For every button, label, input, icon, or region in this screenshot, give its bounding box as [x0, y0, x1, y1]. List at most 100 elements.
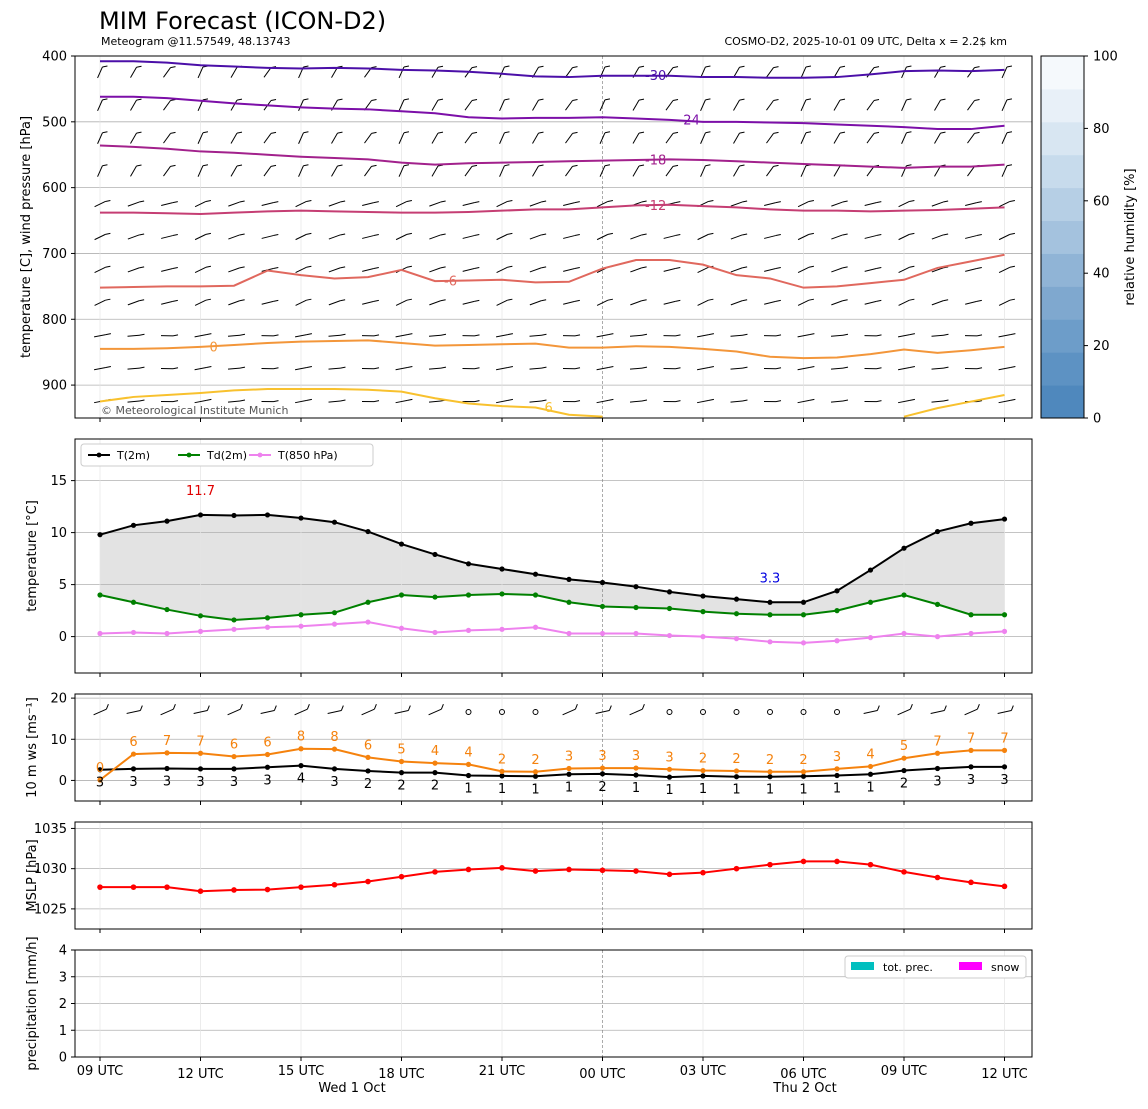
wind-barb-flag: [273, 235, 278, 236]
wind-barb-staff: [630, 368, 642, 369]
wind-barb-flag: [642, 704, 644, 709]
wind-barb-flag: [306, 233, 311, 234]
series-point: [499, 566, 504, 571]
wind-barb-flag: [474, 300, 479, 301]
wind-barb-flag: [608, 233, 613, 234]
series-point: [600, 604, 605, 609]
gust-label: 5: [397, 742, 405, 757]
wind-barb-staff: [931, 711, 945, 714]
wind-barb-staff: [231, 133, 237, 143]
wind-barb-flag: [137, 132, 142, 133]
series-point: [801, 774, 806, 779]
wind-ylabel: 10 m ws [ms⁻¹]: [25, 697, 40, 798]
wind-barb-staff: [530, 401, 542, 402]
temp-legend: T(2m)Td(2m)T(850 hPa): [81, 444, 373, 466]
gust-label: 7: [933, 734, 941, 749]
wind-barb-staff: [731, 301, 742, 305]
wind-barb-staff: [463, 301, 475, 304]
wind-barb-flag: [508, 366, 513, 367]
wind-barb-flag: [874, 100, 879, 101]
series-point: [767, 600, 772, 605]
wind-barb-flag: [608, 200, 613, 201]
wind-barb-flag: [977, 267, 982, 268]
wind-barb-staff: [128, 235, 139, 239]
wind-barb-flag: [203, 165, 208, 166]
wind-barb-flag: [776, 300, 781, 301]
colorbar-tick-label: 40: [1093, 267, 1110, 282]
wind-barb-flag: [438, 99, 443, 100]
wind-barb-flag: [941, 66, 946, 67]
wind-barb-flag: [139, 400, 144, 401]
series-point: [1002, 612, 1007, 617]
wind-barb-flag: [906, 99, 911, 100]
wind-barb-flag: [303, 99, 308, 100]
wind-barb-flag: [910, 334, 915, 335]
series-point: [734, 768, 739, 773]
wind-barb-flag: [240, 201, 245, 202]
series-point: [633, 584, 638, 589]
wind-barb-staff: [633, 133, 639, 143]
wind-barb-staff: [563, 236, 575, 239]
wind-barb-staff: [932, 301, 943, 305]
series-point: [131, 600, 136, 605]
series-point: [332, 747, 337, 752]
wind-barb-staff: [231, 100, 237, 110]
wind-barb-flag: [573, 67, 578, 68]
legend-marker: [258, 453, 263, 458]
day-label: Wed 1 Oct: [318, 1081, 385, 1096]
mean-wind-label: 3: [1000, 773, 1008, 788]
temp-ytick-label: 10: [50, 526, 67, 541]
wind-barb-flag: [504, 165, 509, 166]
wind-barb-flag: [541, 201, 546, 202]
wind-barb-staff: [432, 100, 438, 110]
series-point: [399, 759, 404, 764]
wind-barb-staff: [565, 68, 572, 78]
series-point: [834, 638, 839, 643]
time-tick-label: 06 UTC: [780, 1067, 826, 1082]
series-point: [700, 768, 705, 773]
series-point: [399, 770, 404, 775]
series-point: [131, 884, 137, 890]
colorbar-band: [1041, 253, 1084, 286]
series-point: [399, 874, 405, 880]
wind-barb-staff: [533, 100, 539, 110]
series-point: [734, 774, 739, 779]
wind-barb-staff: [965, 268, 977, 271]
series-point: [365, 600, 370, 605]
wind-barb-flag: [1007, 165, 1012, 166]
wind-barb-staff: [128, 401, 140, 402]
wind-barb-flag: [1010, 233, 1015, 234]
wind-barb-staff: [867, 133, 874, 143]
wind-barb-staff: [329, 335, 341, 336]
wind-barb-staff: [131, 133, 137, 143]
series-point: [164, 519, 169, 524]
wind-barb-flag: [944, 706, 946, 711]
wind-barb-staff: [163, 133, 170, 143]
wind-barb-flag: [206, 266, 211, 267]
wind-barb-flag: [240, 234, 245, 235]
series-point: [801, 640, 806, 645]
wind-barb-flag: [609, 706, 611, 711]
wind-barb-staff: [128, 268, 139, 272]
temp-ytick-label: 15: [50, 474, 67, 489]
wind-barb-flag: [508, 334, 513, 335]
wind-barb-flag: [307, 399, 312, 400]
wind-barb-flag: [809, 233, 814, 234]
wind-barb-staff: [935, 100, 941, 110]
wind-barb-flag: [874, 67, 879, 68]
series-point: [298, 612, 303, 617]
temp-annotation: 3.3: [760, 571, 781, 586]
series-point: [533, 774, 538, 779]
mean-wind-label: 3: [129, 775, 137, 790]
wind-barb-flag: [840, 66, 845, 67]
legend-label: tot. prec.: [883, 961, 933, 974]
wind-barb-flag: [303, 66, 308, 67]
wind-barb-staff: [563, 268, 575, 271]
mslp-frame: [75, 822, 1032, 929]
wind-barb-staff: [932, 401, 944, 402]
wind-barb-staff: [664, 301, 676, 304]
day-label: Thu 2 Oct: [772, 1081, 836, 1096]
wind-barb-flag: [709, 399, 714, 400]
